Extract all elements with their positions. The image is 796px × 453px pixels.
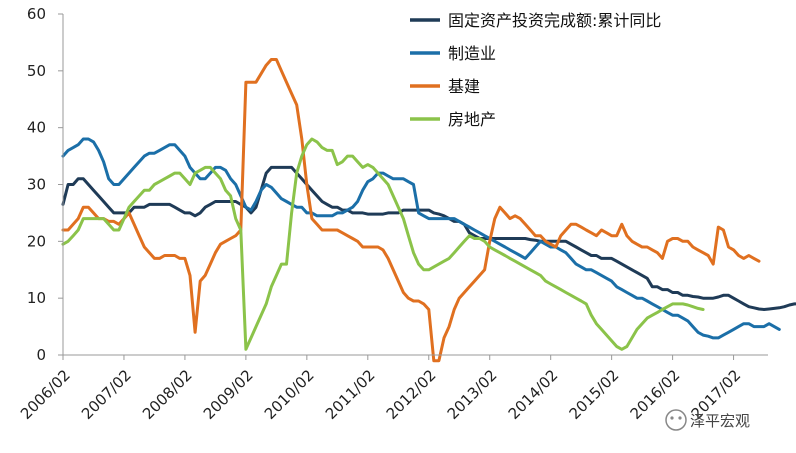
- x-tick-label: 2011/02: [322, 366, 379, 423]
- y-tick-label: 40: [27, 119, 46, 137]
- x-tick-label: 2009/02: [200, 366, 257, 423]
- y-tick-label: 50: [27, 62, 46, 80]
- y-tick-label: 30: [27, 176, 46, 194]
- watermark: 泽平宏观: [665, 409, 750, 431]
- plot-area: [61, 58, 796, 363]
- series-line-3: [61, 137, 705, 351]
- series-line-0: [61, 165, 796, 311]
- y-tick-label: 20: [27, 232, 46, 250]
- watermark-text: 泽平宏观: [690, 412, 750, 430]
- y-axis: 0 10 20 30 40 50 60: [27, 5, 64, 364]
- series-line-2: [61, 58, 761, 363]
- x-tick-label: 2008/02: [139, 366, 196, 423]
- wechat-icon: [665, 409, 687, 431]
- x-tick-label: 2006/02: [17, 366, 74, 423]
- legend-label: 固定资产投资完成额:累计同比: [448, 11, 661, 30]
- legend-label: 房地产: [448, 110, 496, 129]
- series-line-1: [61, 137, 781, 340]
- x-tick-label: 2013/02: [444, 366, 501, 423]
- x-tick-label: 2015/02: [566, 366, 623, 423]
- x-tick-label: 2014/02: [505, 366, 562, 423]
- y-tick-label: 0: [36, 346, 46, 364]
- x-axis: 2006/02 2007/02 2008/02 2009/02 2010/02 2011/…: [17, 354, 768, 423]
- legend-label: 基建: [448, 77, 480, 96]
- y-tick-label: 10: [27, 289, 46, 307]
- x-tick-label: 2012/02: [383, 366, 440, 423]
- legend-label: 制造业: [448, 44, 496, 63]
- wechat-icon-dot-left: [670, 416, 674, 420]
- x-tick-label: 2007/02: [78, 366, 135, 423]
- wechat-icon-dot-right: [678, 416, 682, 420]
- y-tick-label: 60: [27, 5, 46, 23]
- x-tick-label: 2010/02: [261, 366, 318, 423]
